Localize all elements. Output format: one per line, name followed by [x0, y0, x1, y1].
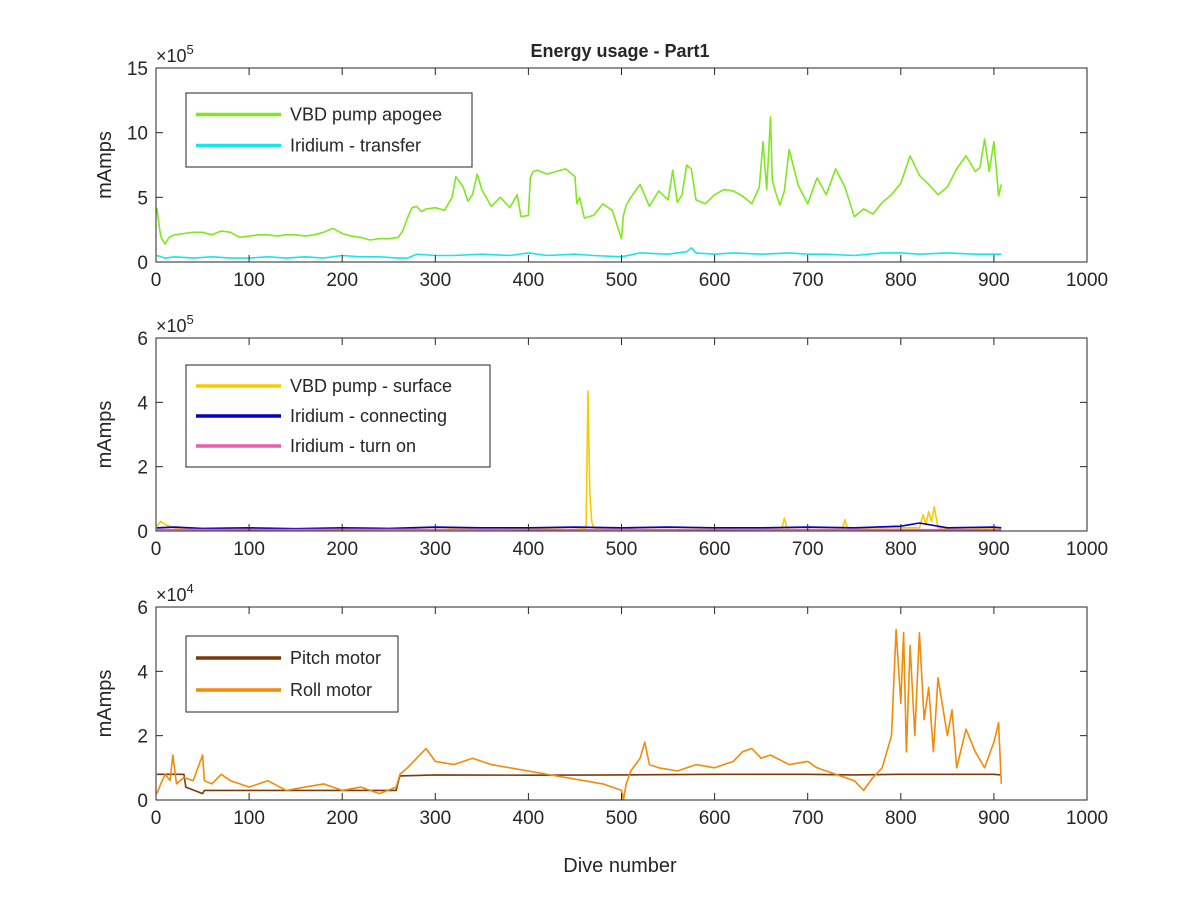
x-tick-label: 200 [326, 539, 358, 560]
legend: VBD pump - surface Iridium - connecting Ir… [186, 365, 490, 467]
y-axis-label: mAmps [94, 131, 116, 199]
subplot-2: 0 100 200 300 400 500 600 700 800 900 1000 0 2 4 6 ×105… [94, 312, 1108, 560]
x-tick-label: 400 [513, 808, 545, 829]
legend-label: Iridium - turn on [290, 436, 416, 456]
x-tick-label: 100 [233, 808, 265, 829]
x-tick-label: 500 [606, 539, 638, 560]
y-exponent-label: ×104 [156, 581, 194, 605]
y-tick-label: 4 [137, 393, 148, 414]
x-tick-label: 500 [606, 270, 638, 291]
y-exponent-label: ×105 [156, 42, 194, 66]
x-tick-label: 600 [699, 270, 731, 291]
x-tick-label: 200 [326, 808, 358, 829]
subplot-3: 0 100 200 300 400 500 600 700 800 900 1000 0 2 4 6 ×104… [94, 581, 1108, 829]
x-tick-label: 600 [699, 539, 731, 560]
x-axis-label: Dive number [563, 855, 677, 877]
x-tick-label: 1000 [1066, 270, 1108, 291]
y-tick-label: 2 [137, 458, 148, 479]
x-tick-label: 300 [419, 539, 451, 560]
subplots: 0 100 200 300 400 500 600 700 800 900 1000051015×1… [94, 42, 1108, 829]
y-tick-label: 0 [137, 791, 148, 812]
y-exponent-label: ×105 [156, 312, 194, 336]
y-axis-label: mAmps [94, 401, 116, 469]
y-tick-label: 4 [137, 662, 148, 683]
x-tick-label: 700 [792, 808, 824, 829]
x-tick-label: 400 [513, 270, 545, 291]
legend-label: Iridium - connecting [290, 406, 447, 426]
series-line-2-2 [157, 523, 1001, 529]
x-tick-label: 800 [885, 539, 917, 560]
x-tick-label: 100 [233, 270, 265, 291]
y-tick-label: 0 [137, 253, 148, 274]
y-tick-label: 2 [137, 727, 148, 748]
legend-label: VBD pump - surface [290, 376, 452, 396]
x-tick-label: 900 [978, 270, 1010, 291]
x-tick-label: 700 [792, 539, 824, 560]
y-tick-label: 0 [137, 522, 148, 543]
x-tick-label: 500 [606, 808, 638, 829]
y-tick-label: 6 [137, 329, 148, 350]
legend: VBD pump apogee Iridium - transfer [186, 93, 472, 167]
y-tick-label: 15 [127, 59, 148, 80]
legend-label: Iridium - transfer [290, 136, 421, 156]
legend-label: Pitch motor [290, 648, 381, 668]
x-tick-label: 400 [513, 539, 545, 560]
x-tick-label: 700 [792, 270, 824, 291]
subplot-1: 0 100 200 300 400 500 600 700 800 900 1000 0 5 10 15 ×1… [94, 42, 1108, 291]
series-line-1-2 [157, 248, 1001, 258]
x-tick-label: 900 [978, 808, 1010, 829]
x-tick-label: 1000 [1066, 808, 1108, 829]
x-tick-label: 800 [885, 270, 917, 291]
legend-label: VBD pump apogee [290, 105, 442, 125]
series-line-3-1 [157, 774, 1001, 793]
x-tick-label: 900 [978, 539, 1010, 560]
y-tick-label: 10 [127, 124, 148, 145]
x-tick-label: 0 [151, 270, 162, 291]
x-tick-label: 200 [326, 270, 358, 291]
y-axis-label: mAmps [94, 670, 116, 738]
x-tick-label: 600 [699, 808, 731, 829]
legend: Pitch motor Roll motor [186, 636, 398, 712]
y-tick-label: 5 [137, 188, 148, 209]
figure-title: Energy usage - Part1 [530, 41, 709, 61]
x-tick-label: 1000 [1066, 539, 1108, 560]
x-tick-label: 300 [419, 808, 451, 829]
x-tick-label: 0 [151, 808, 162, 829]
x-tick-label: 300 [419, 270, 451, 291]
x-tick-label: 100 [233, 539, 265, 560]
x-tick-label: 800 [885, 808, 917, 829]
y-tick-label: 6 [137, 598, 148, 619]
legend-label: Roll motor [290, 680, 372, 700]
x-tick-label: 0 [151, 539, 162, 560]
